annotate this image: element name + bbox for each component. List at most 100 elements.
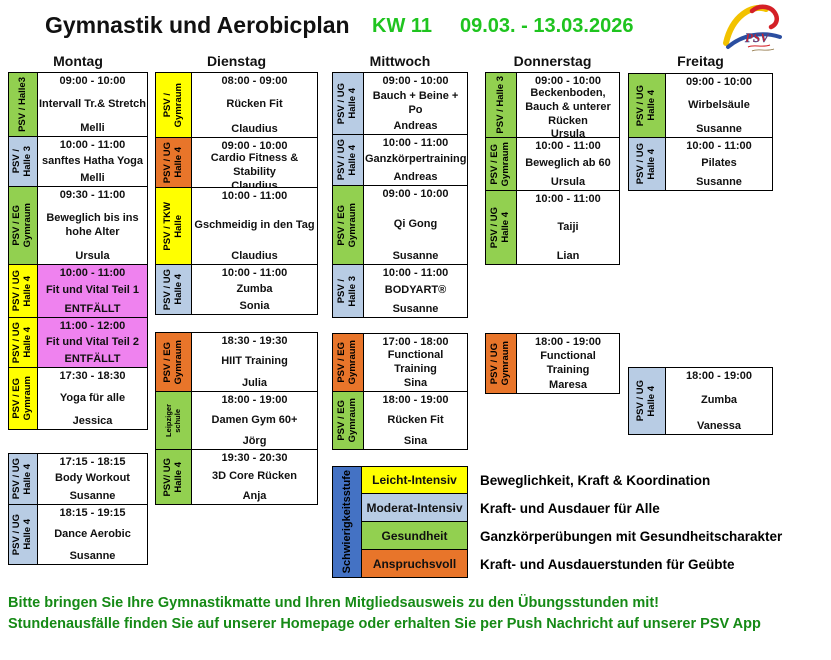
cell-location-line: Gymraum [500,141,511,187]
psv-logo-icon: PSV [723,4,782,52]
cell-location-label: PSV / UG Halle 4 [9,318,38,367]
cell-location-label: PSV / TKW Halle [156,188,192,264]
cell-location-label: PSV / EG Gymraum [333,334,364,391]
cell-time: 08:00 - 09:00 [221,75,288,87]
cell-location-label: PSV / EG Gymraum [333,186,364,264]
day-header-5: Freitag [677,53,724,69]
legend-axis-label: Schwierigkeitsstufe [341,470,353,574]
cell-course: Body Workout [55,472,130,485]
cell-instructor: Melli [80,172,105,184]
cell-location-label: PSV / UG Halle 4 [9,505,38,564]
cell-course: BODYART® [384,284,447,297]
cell-body: 19:30 - 20:30 3D Core Rücken Anja [192,450,317,504]
cell-body: 10:00 - 11:00 Pilates Susanne [666,138,772,190]
cell-time: 10:00 - 11:00 [59,139,126,151]
schedule-cell: PSV / UG Halle 4 10:00 - 11:00 Ganzkörpertr… [332,134,468,186]
cell-location-line: PSV / Halle3 [16,77,28,132]
schedule-cell: PSV / UG Halle 4 10:00 - 11:00 Taiji Lian [485,190,620,265]
cell-course: Functional Training [540,349,596,376]
schedule-cell: PSV / EG Gymraum 09:30 - 11:00 Beweglich bi… [8,186,148,265]
cell-time: 17:15 - 18:15 [59,456,126,468]
cell-location-label: PSV / UG Halle 4 [333,135,364,185]
cell-body: 18:00 - 19:00 Damen Gym 60+ Jörg [192,392,317,449]
psv-logo-text: PSV [745,30,770,45]
cell-location-label: PSV / EG Gymraum [9,187,38,264]
cell-instructor: Vanessa [696,420,742,432]
cell-location-label: PSV / UG Halle 4 [486,191,517,264]
cell-time: 18:00 - 19:00 [685,370,753,382]
cell-course: Pilates [701,157,737,170]
cell-location-line: Halle 4 [347,144,358,176]
cell-course: Fit und Vital Teil 1 [45,284,140,297]
cell-time: 09:30 - 11:00 [59,189,126,201]
cell-time: 10:00 - 11:00 [382,137,449,149]
cell-course: Qi Gong [393,218,438,231]
cell-location-line: Gymraum [347,202,358,248]
cell-course: Damen Gym 60+ [211,413,298,426]
cell-body: 18:30 - 19:30 HIIT Training Julia [192,333,317,391]
legend-row: Leicht-Intensiv Beweglichkeit, Kraft & Ko… [362,466,782,494]
cell-instructor: Sina [403,377,428,389]
cell-instructor: Susanne [69,550,116,562]
cell-course: Zumba [700,394,738,407]
cell-time: 09:00 - 10:00 [59,75,126,87]
cell-course: Functional Training [387,348,444,375]
week-label: KW 11 [372,15,433,37]
cell-course: Beckenboden, Bauch & unterer Rücken [525,87,611,127]
cell-body: 18:00 - 19:00 Rücken Fit Sina [364,392,467,449]
day-header-2: Dienstag [206,53,267,69]
cell-time: 17:00 - 18:00 [382,336,449,348]
cell-body: 10:00 - 11:00 BODYART® Susanne [364,265,467,317]
cell-body: 18:15 - 19:15 Dance Aerobic Susanne [38,505,147,564]
cell-instructor: Andreas [393,171,438,183]
cell-course: Rücken Fit [226,98,283,111]
cell-location-label: PSV / Halle 3 [9,137,38,186]
cell-location-line: Gymraum [172,339,184,385]
legend-description: Ganzkörperübungen mit Gesundheitscharakt… [480,528,783,544]
cell-course: Gschmeidig in den Tag [194,219,315,232]
cell-course: Cardio Fitness & Stability [210,152,299,178]
cell-instructor: Ursula [550,176,586,188]
cell-body: 18:00 - 19:00 Functional Training Maresa [517,334,619,393]
cell-body: 17:15 - 18:15 Body Workout Susanne [38,454,147,504]
legend-chip: Gesundheit [362,521,468,550]
schedule-cell: PSV / UG Halle 4 09:00 - 10:00 Bauch + Bein… [332,72,468,135]
cell-location-label: PSV / UG Halle 4 [629,74,666,137]
cell-instructor: Susanne [696,123,742,135]
cell-location-line: Gymraum [500,341,511,386]
cell-course: 3D Core Rücken [212,470,297,483]
cell-status: ENTFÄLLT [64,353,121,365]
cell-location-line: Halle 4 [22,519,33,550]
schedule-cell: PSV / UG Gymraum 18:00 - 19:00 Functional T… [485,333,620,394]
cell-body: 09:00 - 10:00 Beckenboden, Bauch & untere… [517,73,619,140]
cell-instructor: Susanne [696,176,742,188]
cell-body: 09:00 - 10:00 Qi Gong Susanne [364,186,467,264]
cell-body: 11:00 - 12:00 Fit und Vital Teil 2 ENTFÄLL… [38,318,147,367]
cell-location-line: PSV / [161,92,173,118]
cell-instructor: Susanne [392,250,439,262]
cell-body: 18:00 - 19:00 Zumba Vanessa [666,368,772,434]
legend-chip: Anspruchsvoll [362,549,468,578]
legend-row: Moderat-Intensiv Kraft- und Ausdauer für … [362,493,782,522]
cell-time: 10:00 - 11:00 [221,267,288,279]
cell-location-line: PSV/ UG [161,457,173,497]
cell-body: 09:00 - 10:00 Cardio Fitness & Stability C… [192,138,317,192]
cell-location-label: PSV / UG Halle 4 [333,73,364,134]
cell-course: Fit und Vital Teil 2 [45,335,140,348]
cell-location-line: Gymraum [22,203,33,248]
cell-location-line: Halle 4 [646,148,657,180]
cell-instructor: Julia [241,377,268,389]
legend-row: Anspruchsvoll Kraft- und Ausdauerstunden … [362,549,782,578]
schedule-cell: PSV / Halle 3 10:00 - 11:00 BODYART® Susanne [332,264,468,318]
cell-location-line: schule [172,408,182,433]
cell-instructor: Susanne [392,303,439,315]
cell-body: 10:00 - 11:00 Ganzkörpertraining Andreas [364,135,467,185]
cell-body: 10:00 - 11:00 Gschmeidig in den Tag Claudi… [192,188,317,264]
schedule-cell: PSV / UG Halle 4 18:00 - 19:00 Zumba Vanessa [628,367,773,435]
cell-time: 09:00 - 10:00 [685,76,753,88]
cell-body: 10:00 - 11:00 Taiji Lian [517,191,619,264]
legend-description: Beweglichkeit, Kraft & Koordination [480,472,711,488]
cell-course: Yoga für alle [59,391,126,404]
cell-time: 10:00 - 11:00 [221,190,288,202]
cell-location-line: PSV / EG [161,341,173,383]
